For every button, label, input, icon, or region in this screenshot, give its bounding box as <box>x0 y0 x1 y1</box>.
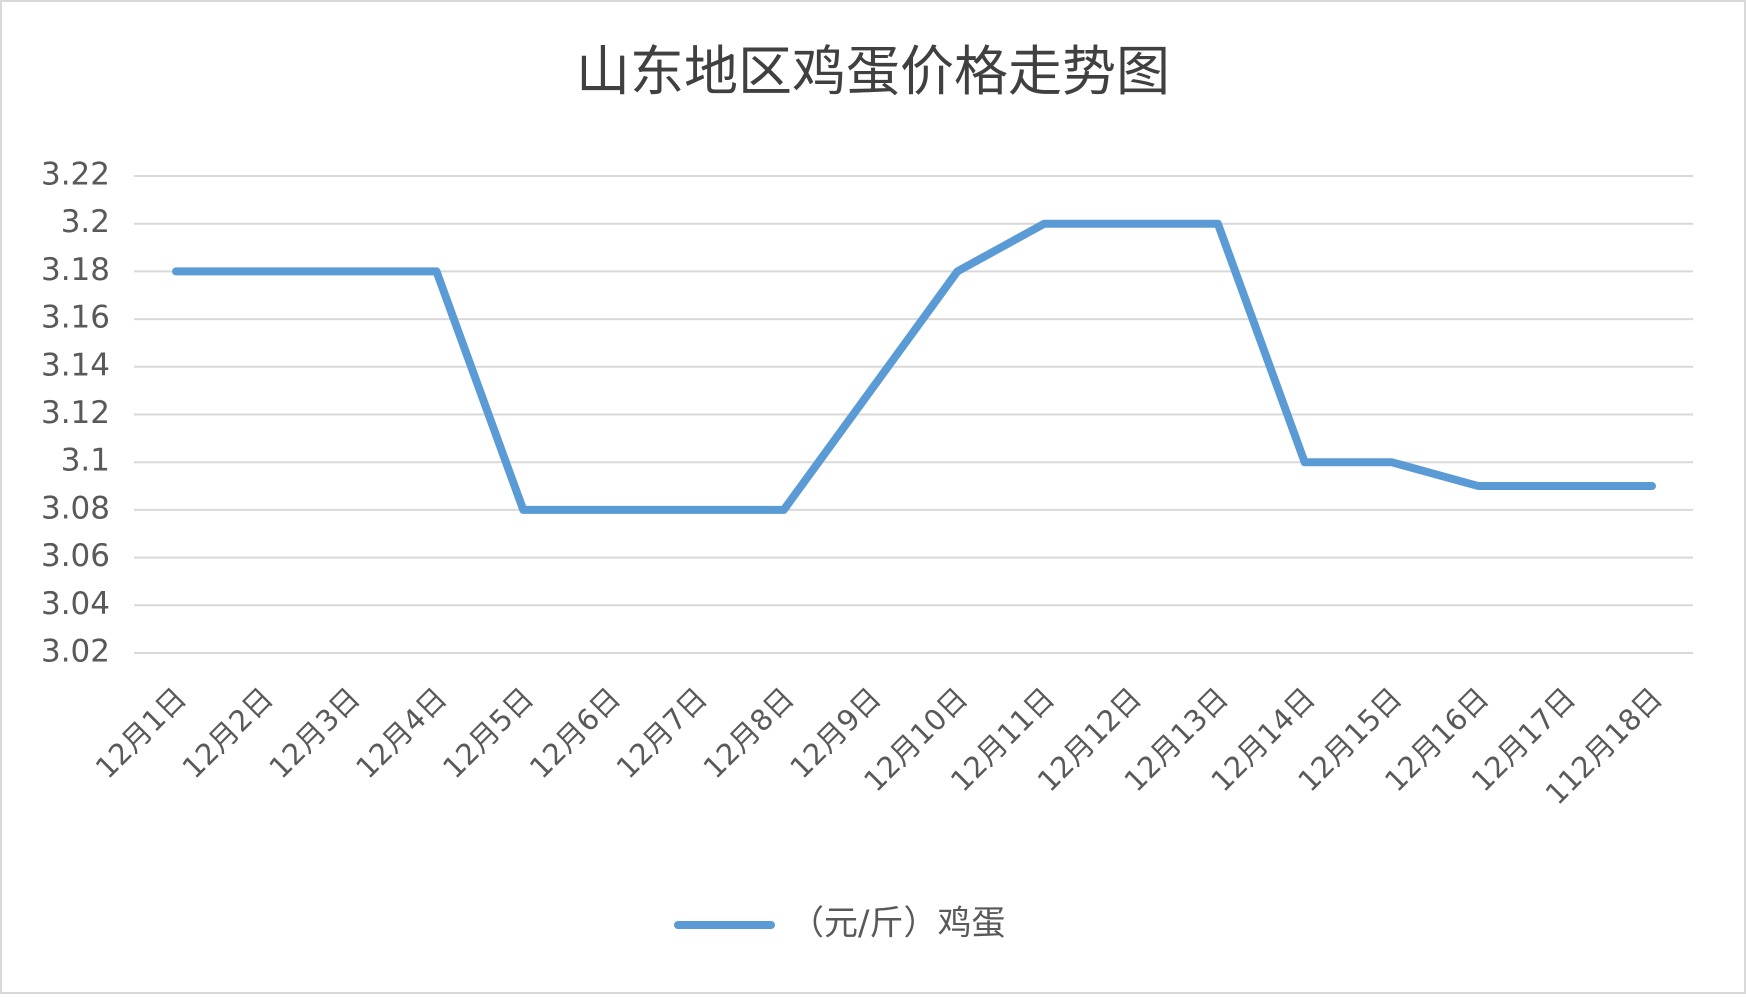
y-tick-label: 3.06 <box>41 538 110 574</box>
y-tick-label: 3.18 <box>41 252 110 288</box>
legend-label: （元/斤）鸡蛋 <box>790 904 1005 944</box>
y-tick-label: 3.22 <box>41 157 110 193</box>
y-tick-label: 3.08 <box>41 490 110 526</box>
chart-title: 山东地区鸡蛋价格走势图 <box>576 40 1170 103</box>
y-tick-label: 3.1 <box>61 443 110 479</box>
data-line <box>172 219 1656 514</box>
y-tick-label: 3.2 <box>61 204 110 240</box>
y-tick-label: 3.14 <box>41 347 110 383</box>
y-tick-label: 3.04 <box>41 586 110 622</box>
y-tick-label: 3.16 <box>41 300 110 336</box>
y-tick-label: 3.02 <box>41 634 110 670</box>
y-tick-label: 3.12 <box>41 395 110 431</box>
